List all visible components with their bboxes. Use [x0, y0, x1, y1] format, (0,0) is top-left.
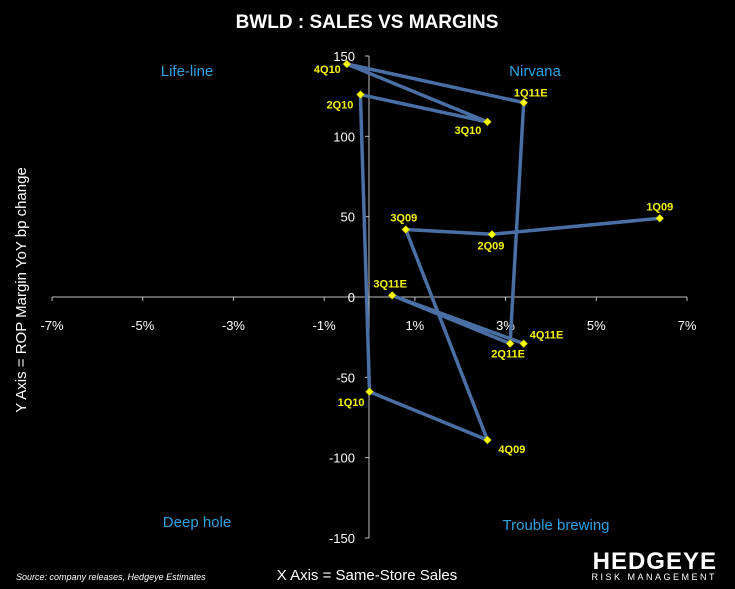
data-point-3Q09 [401, 225, 411, 234]
y-tick-label: -150 [329, 531, 355, 546]
y-ticks: 150 100 50 0 -50 -100 -150 [329, 49, 369, 546]
point-label-2Q11E: 2Q11E [491, 349, 525, 361]
point-labels: 1Q09 2Q09 3Q09 4Q09 1Q10 2Q10 3Q10 4Q10 1Q11E 2Q1… [314, 64, 673, 456]
y-tick-label: 50 [341, 210, 355, 225]
data-point-1Q11E [519, 98, 529, 107]
point-label-4Q11E: 4Q11E [530, 330, 564, 342]
series-points [342, 59, 665, 445]
x-axis-label: X Axis = Same-Store Sales [277, 567, 458, 584]
point-label-4Q10: 4Q10 [314, 64, 341, 76]
logo-name: HEDGEYE [593, 548, 717, 575]
point-label-2Q10: 2Q10 [327, 100, 354, 112]
y-axis-label: Y Axis = ROP Margin YoY bp change [13, 167, 30, 413]
y-tick-label: -100 [329, 451, 355, 466]
quadrant-label-bottom-left: Deep hole [163, 514, 231, 531]
point-label-3Q09: 3Q09 [390, 213, 417, 225]
x-tick-label: -7% [40, 318, 64, 333]
data-point-3Q10 [483, 117, 492, 127]
x-tick-label: 1% [405, 318, 424, 333]
point-label-3Q11E: 3Q11E [373, 278, 407, 290]
y-tick-label: 150 [333, 49, 355, 64]
x-tick-label: -1% [313, 318, 337, 333]
x-tick-label: 5% [587, 318, 606, 333]
quadrant-label-top-right: Nirvana [509, 63, 561, 80]
data-point-4Q10 [342, 59, 352, 69]
data-point-3Q11E [387, 291, 397, 300]
point-label-1Q10: 1Q10 [338, 397, 365, 409]
series-line [345, 62, 660, 442]
data-point-2Q11E [505, 339, 515, 348]
point-label-4Q09: 4Q09 [498, 444, 525, 456]
x-tick-label: 7% [678, 318, 697, 333]
data-point-4Q11E [519, 339, 529, 348]
point-label-1Q09: 1Q09 [646, 201, 673, 213]
point-label-2Q09: 2Q09 [478, 240, 505, 252]
data-point-2Q09 [487, 229, 497, 239]
chart-title: BWLD : SALES VS MARGINS [236, 12, 499, 33]
series-lines [345, 62, 660, 442]
y-tick-label: -50 [336, 370, 355, 385]
point-label-1Q11E: 1Q11E [514, 88, 548, 100]
point-label-3Q10: 3Q10 [455, 125, 482, 137]
logo-sub: RISK MANAGEMENT [591, 572, 717, 582]
y-tick-label: 0 [348, 290, 355, 305]
quadrant-label-top-left: Life-line [161, 63, 214, 80]
data-point-1Q10 [365, 387, 374, 397]
source-note: Source: company releases, Hedgeye Estima… [16, 572, 206, 582]
data-point-2Q10 [356, 90, 365, 99]
data-point-1Q09 [655, 213, 665, 223]
x-tick-label: -3% [222, 318, 246, 333]
quadrant-label-bottom-right: Trouble brewing [503, 517, 610, 534]
hedgeye-logo: HEDGEYE RISK MANAGEMENT [591, 548, 717, 582]
x-tick-label: -5% [131, 318, 155, 333]
y-tick-label: 100 [333, 129, 355, 144]
data-point-4Q09 [483, 435, 492, 445]
